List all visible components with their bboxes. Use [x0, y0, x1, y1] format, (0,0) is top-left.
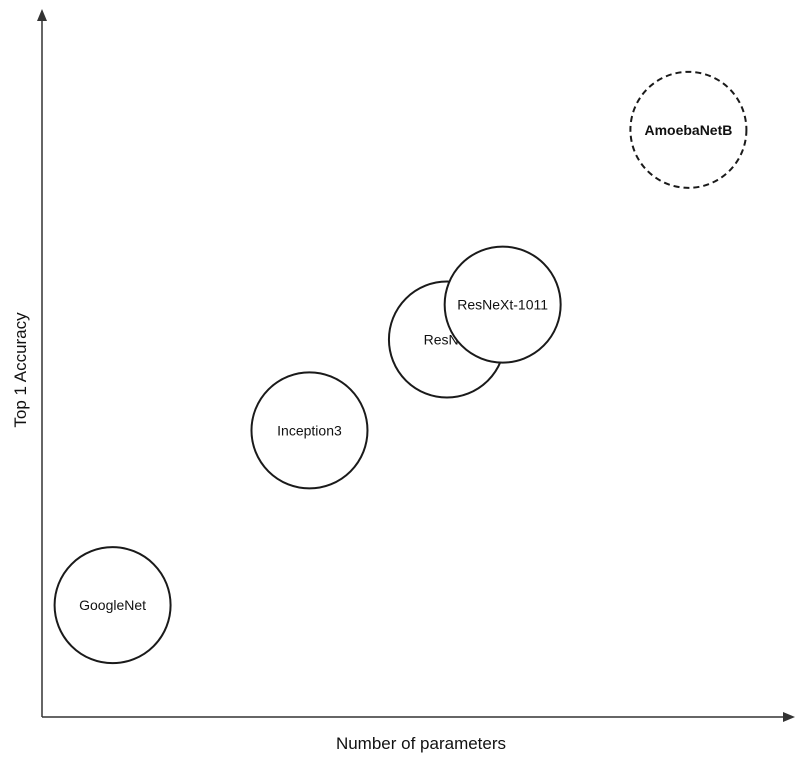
point-label: Inception3 — [277, 422, 342, 438]
x-axis-arrow-icon — [783, 712, 795, 722]
point-amoebanetb: AmoebaNetB — [629, 70, 748, 189]
point-label: AmoebaNetB — [644, 122, 732, 138]
point-googlenet: GoogleNet — [53, 546, 172, 665]
point-circle — [53, 546, 172, 665]
point-label: ResNeXt-1011 — [457, 297, 548, 313]
point-circle — [443, 245, 562, 364]
point-resnext-1011: ResNeXt-1011 — [443, 245, 562, 364]
y-axis-arrow-icon — [37, 9, 47, 21]
axes — [37, 9, 795, 722]
point-circle — [629, 70, 748, 189]
y-axis-title: Top 1 Accuracy — [11, 312, 30, 428]
point-circle — [250, 371, 369, 490]
points-layer: GoogleNetInception3ResNetResNeXt-1011Amo… — [53, 70, 748, 665]
x-axis-title: Number of parameters — [336, 734, 506, 753]
point-label: GoogleNet — [79, 597, 146, 613]
point-inception3: Inception3 — [250, 371, 369, 490]
